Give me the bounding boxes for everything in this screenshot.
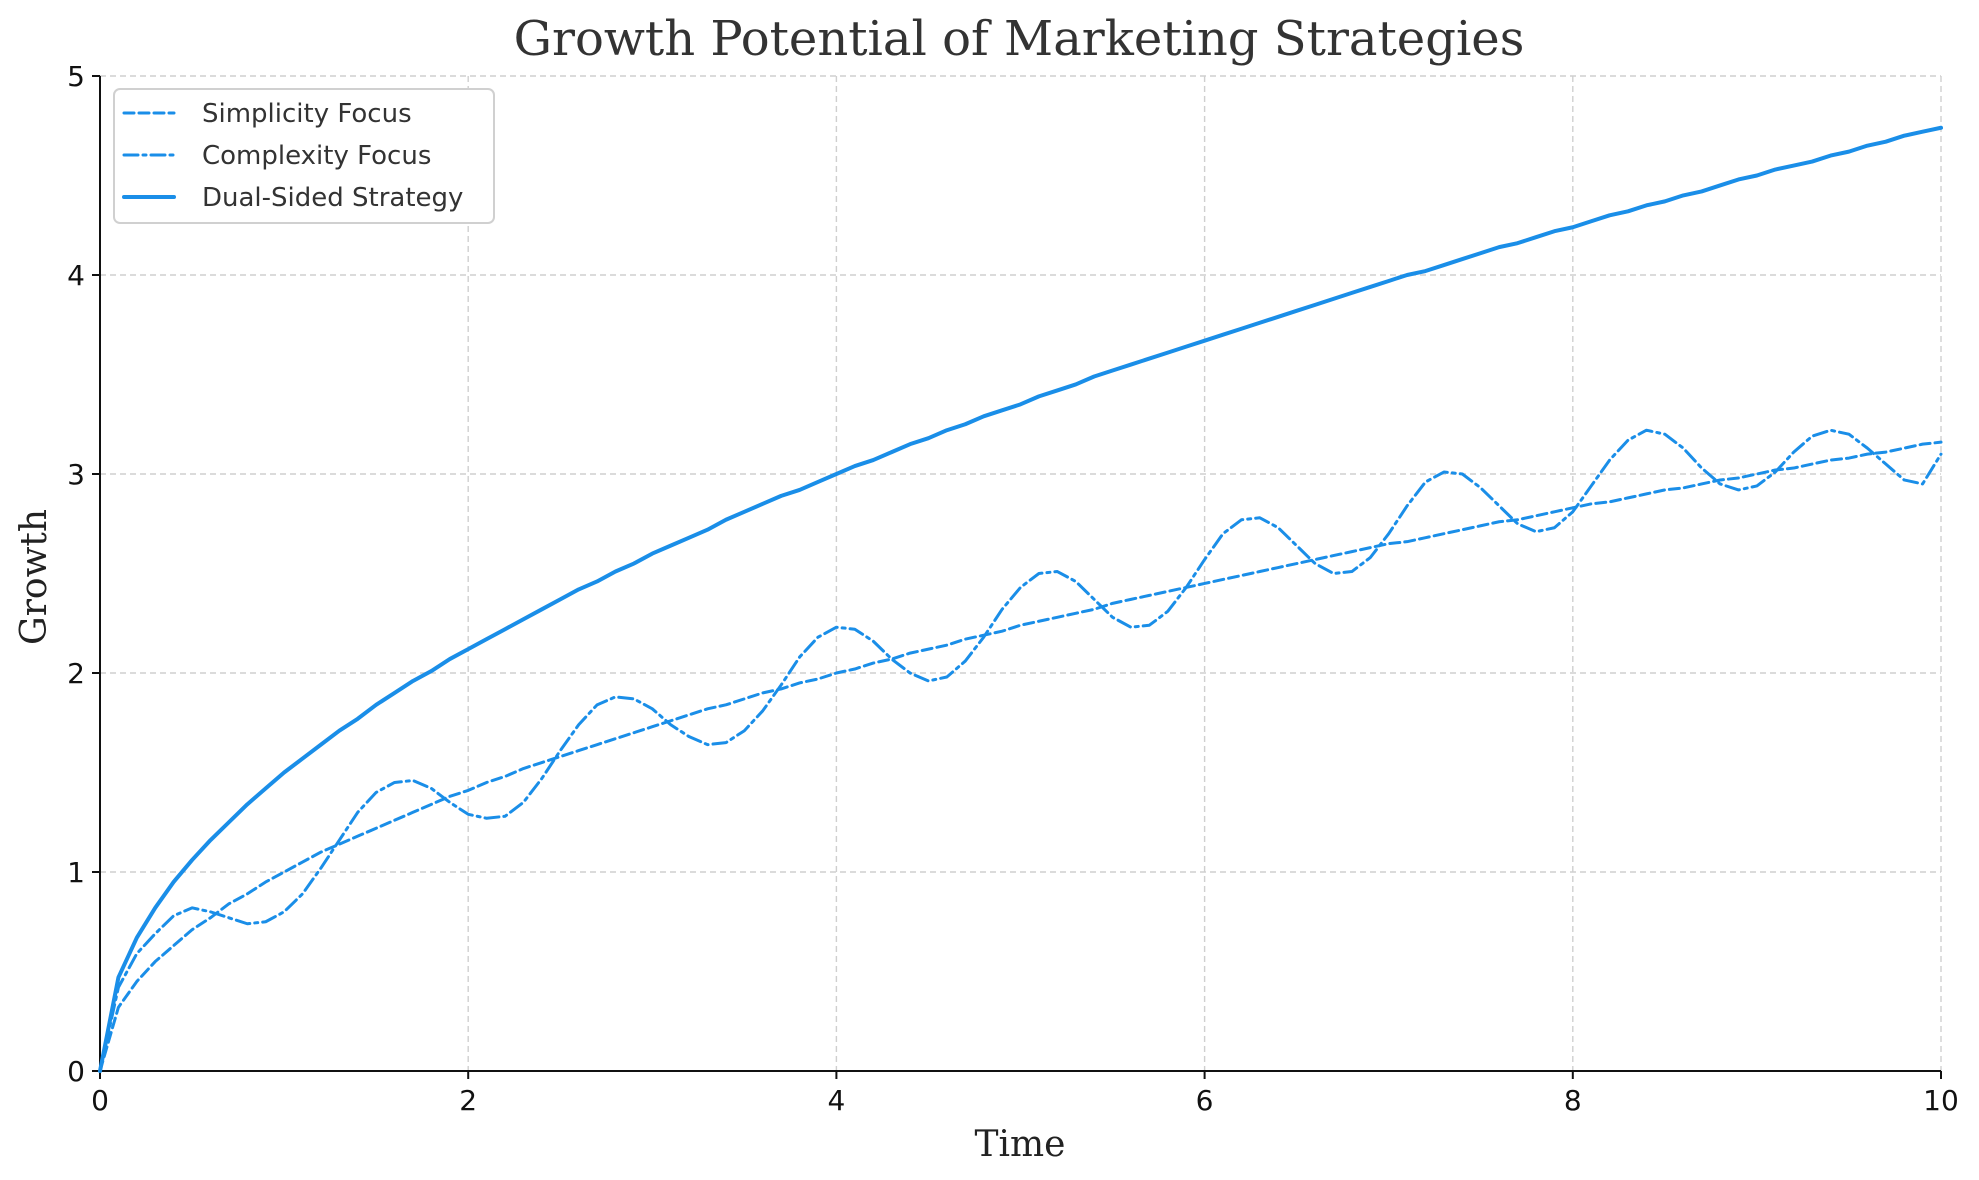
legend: Simplicity Focus Complexity Focus Dual-Sid… — [113, 88, 495, 224]
x-tick-label: 6 — [1196, 1084, 1214, 1117]
series-layer — [98, 125, 1943, 1073]
axes — [99, 76, 1941, 1072]
y-axis-label: Growth — [14, 509, 55, 645]
legend-label-1: Simplicity Focus — [202, 99, 412, 129]
legend-box — [113, 88, 495, 224]
y-tick-label: 3 — [67, 458, 85, 491]
y-tick-label: 4 — [67, 259, 85, 292]
x-axis-label: Time — [975, 1124, 1066, 1165]
y-tick-label: 2 — [67, 657, 85, 690]
x-tick-label: 10 — [1923, 1084, 1959, 1117]
x-tick-label: 8 — [1564, 1084, 1582, 1117]
series-line-1 — [98, 440, 1943, 1073]
legend-label-3: Dual-Sided Strategy — [202, 183, 463, 213]
legend-label-2: Complexity Focus — [202, 141, 431, 171]
x-tick-label: 0 — [91, 1084, 109, 1117]
y-tick-label: 0 — [67, 1055, 85, 1088]
y-tick-label: 1 — [67, 856, 85, 889]
grid — [99, 75, 1942, 1072]
y-ticks: 0 1 2 3 4 5 — [67, 60, 100, 1088]
series-line-3 — [98, 125, 1943, 1073]
x-tick-label: 4 — [827, 1084, 845, 1117]
x-ticks: 0 2 4 6 8 10 — [91, 1071, 1959, 1117]
chart-title: Growth Potential of Marketing Strategies — [514, 11, 1525, 67]
series-line-2 — [98, 428, 1943, 1073]
y-tick-label: 5 — [67, 60, 85, 93]
x-tick-label: 2 — [459, 1084, 477, 1117]
